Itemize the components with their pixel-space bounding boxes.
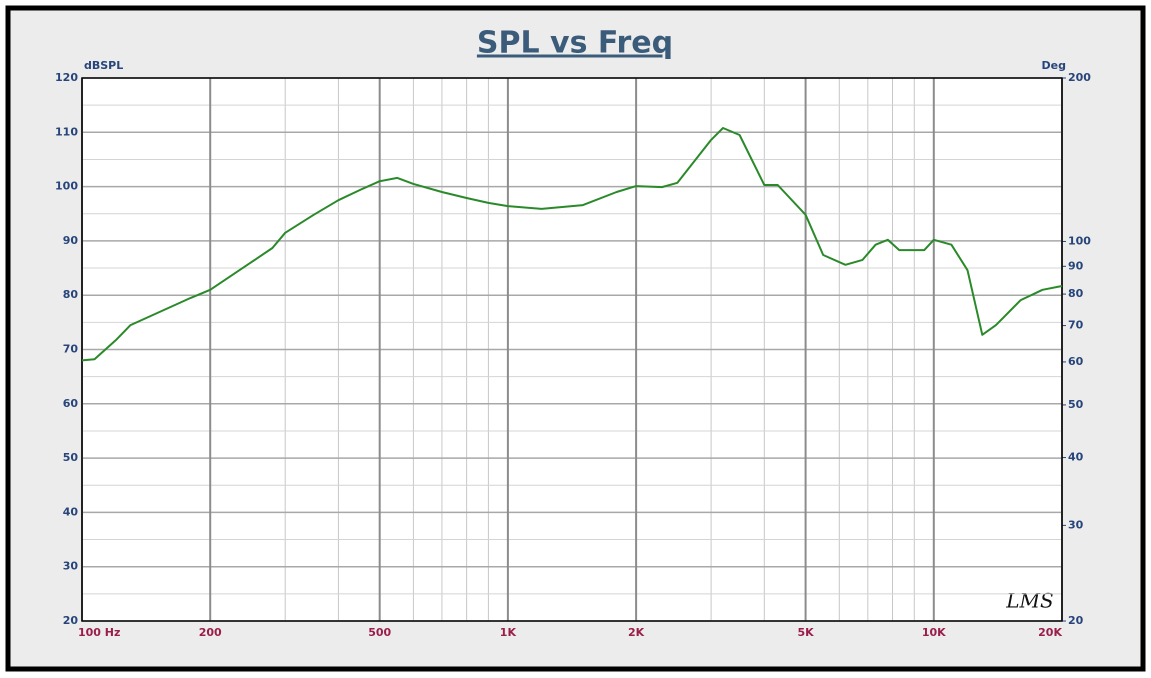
y-tick-label: 40 <box>63 505 79 518</box>
y-tick-label: 100 <box>55 180 78 193</box>
y-axis-label: dBSPL <box>84 59 123 72</box>
x-tick-label: 2K <box>628 626 645 639</box>
y-tick-label: 70 <box>63 343 79 356</box>
y2-tick-label: 40 <box>1068 451 1084 464</box>
x-tick-label: 10K <box>922 626 946 639</box>
y-tick-label: 120 <box>55 71 78 84</box>
y2-tick-label: 70 <box>1068 319 1084 332</box>
y-tick-label: 90 <box>63 234 79 247</box>
x-tick-label: 20K <box>1038 626 1062 639</box>
y2-tick-label: 80 <box>1068 287 1084 300</box>
x-tick-label: 500 <box>368 626 391 639</box>
y2-tick-label: 90 <box>1068 259 1084 272</box>
y2-tick-label: 30 <box>1068 518 1084 531</box>
annotation: LMS <box>1005 589 1053 613</box>
y2-tick-label: 50 <box>1068 398 1084 411</box>
y-tick-label: 30 <box>63 560 79 573</box>
y2-tick-label: 20 <box>1068 614 1084 627</box>
y-tick-label: 110 <box>55 125 78 138</box>
y-tick-label: 20 <box>63 614 79 627</box>
x-tick-label: 1K <box>500 626 517 639</box>
y2-axis-label: Deg <box>1042 59 1066 72</box>
x-tick-label: 100 Hz <box>78 626 120 639</box>
y2-tick-label: 200 <box>1068 71 1091 84</box>
spl-curve <box>81 127 1063 362</box>
x-tick-label: 200 <box>199 626 222 639</box>
x-tick-label: 5K <box>797 626 814 639</box>
y2-tick-label: 60 <box>1068 355 1084 368</box>
y-tick-label: 60 <box>63 397 79 410</box>
y-tick-label: 50 <box>63 451 79 464</box>
y2-tick-label: 100 <box>1068 234 1091 247</box>
plot-border <box>81 77 1063 622</box>
chart-title: SPL vs Freq <box>477 26 673 61</box>
y-tick-label: 80 <box>63 288 79 301</box>
